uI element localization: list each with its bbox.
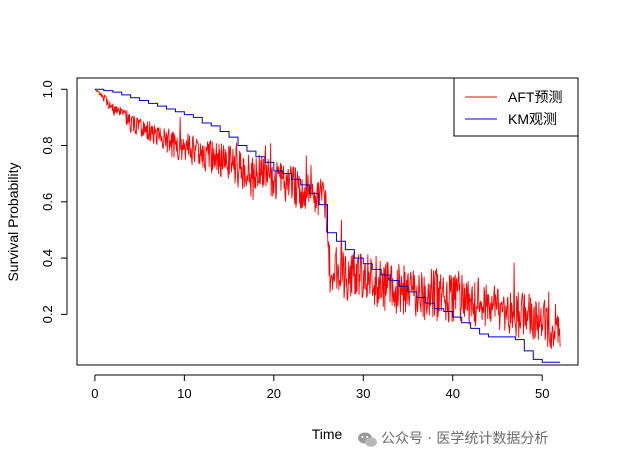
x-tick-label: 30 (356, 386, 370, 401)
y-tick-label: 1.0 (40, 80, 55, 98)
y-tick-label: 0.2 (40, 305, 55, 323)
legend-box (453, 77, 579, 137)
legend-label-aft: AFT预测 (508, 89, 562, 105)
x-tick-label: 0 (91, 386, 98, 401)
y-tick-label: 0.6 (40, 193, 55, 211)
x-tick-label: 50 (535, 386, 549, 401)
watermark: 公众号 · 医学统计数据分析 (358, 431, 548, 447)
series-km-step (94, 88, 561, 363)
x-axis: 0 10 20 30 40 50 (91, 374, 549, 401)
y-axis: 0.2 0.4 0.6 0.8 1.0 (40, 80, 68, 323)
y-tick-label: 0.8 (40, 136, 55, 154)
x-axis-label: Time (312, 426, 343, 442)
wechat-icon (358, 432, 377, 447)
watermark-text: 公众号 · 医学统计数据分析 (381, 431, 548, 447)
legend: AFT预测 KM观测 (453, 77, 579, 137)
legend-label-km: KM观测 (508, 111, 557, 127)
x-tick-label: 10 (177, 386, 191, 401)
y-axis-label: Survival Probability (5, 162, 21, 281)
plot-frame (76, 77, 579, 366)
x-tick-label: 20 (267, 386, 281, 401)
y-tick-label: 0.4 (40, 249, 55, 267)
series-layer (94, 88, 561, 363)
x-tick-label: 40 (446, 386, 460, 401)
